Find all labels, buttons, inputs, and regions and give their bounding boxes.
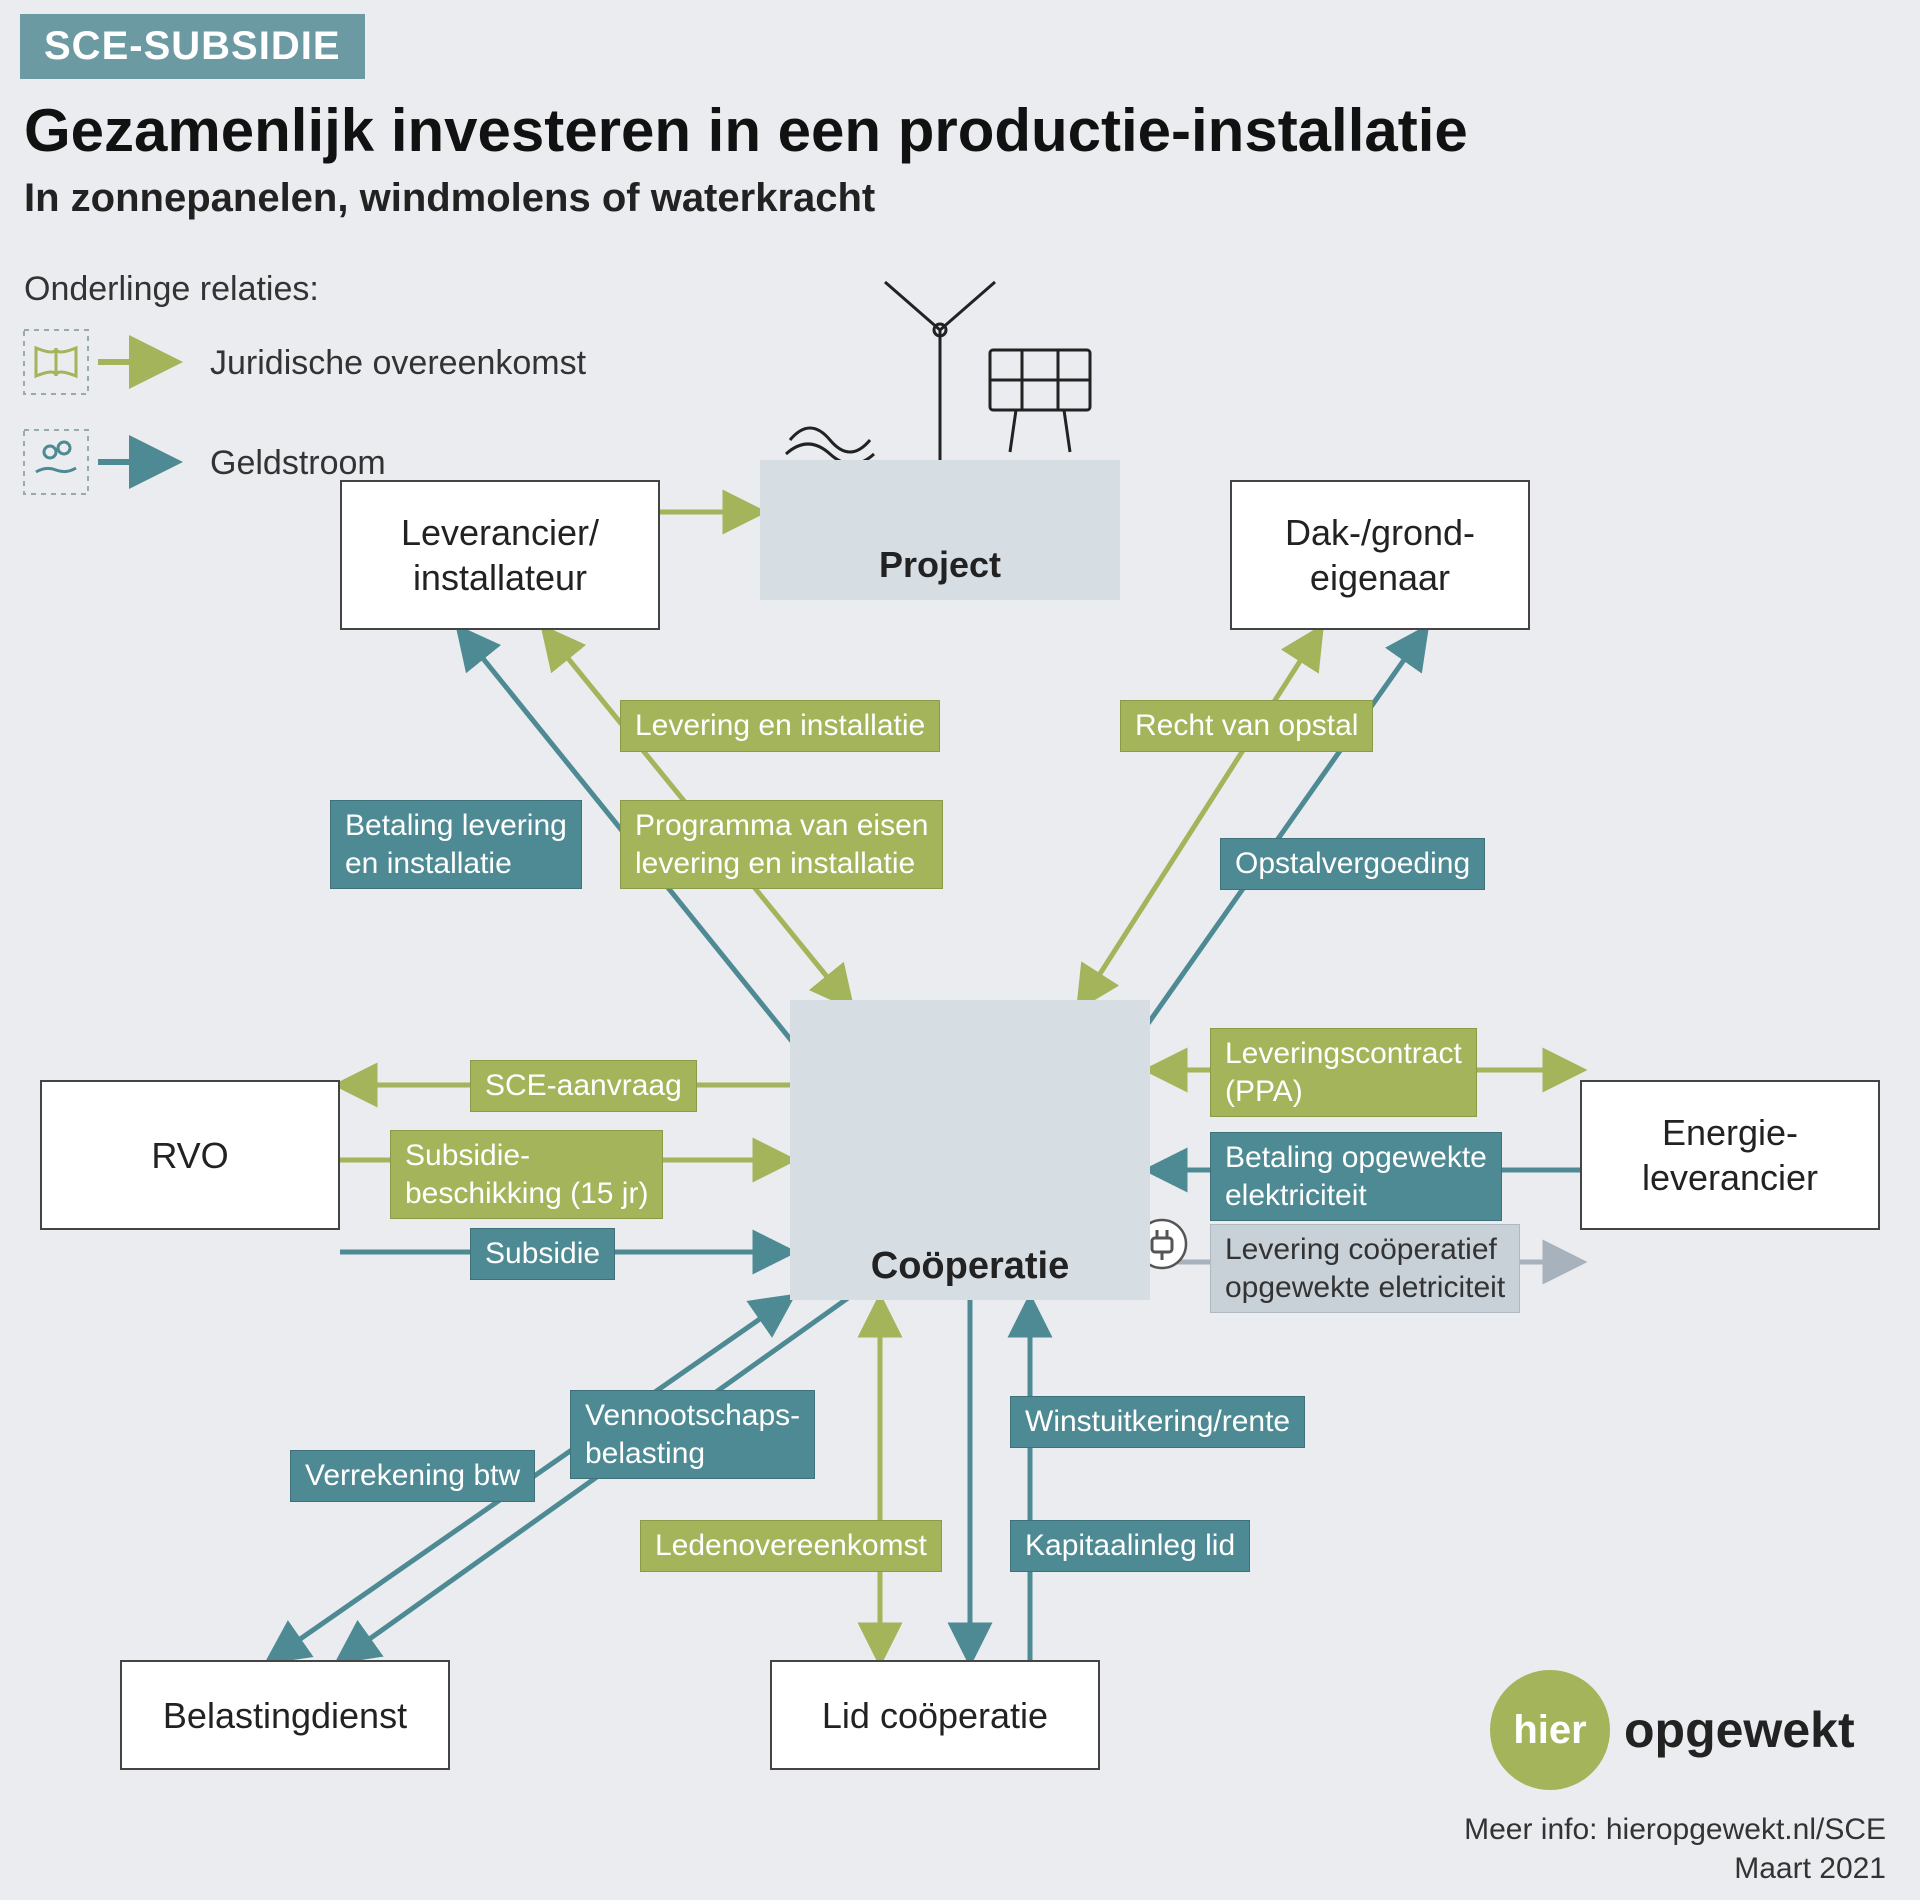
footer: Meer info: hieropgewekt.nl/SCE Maart 202… — [1464, 1810, 1886, 1888]
edge-recht_opstal — [1080, 630, 1320, 1005]
node-leverancier-label: Leverancier/ installateur — [401, 510, 599, 600]
page-subtitle: In zonnepanelen, windmolens of waterkrac… — [24, 176, 875, 221]
node-leverancier: Leverancier/ installateur — [340, 480, 660, 630]
edge-label-subsidie_besch: Subsidie- beschikking (15 jr) — [390, 1130, 663, 1219]
footer-line2: Maart 2021 — [1464, 1849, 1886, 1888]
node-cooperatie-label: Coöperatie — [871, 1245, 1069, 1288]
logo-word: opgewekt — [1624, 1701, 1855, 1759]
edge-label-betaling_lev: Betaling levering en installatie — [330, 800, 582, 889]
node-energie: Energie- leverancier — [1580, 1080, 1880, 1230]
legend-money-icon — [24, 430, 174, 494]
node-rvo-label: RVO — [151, 1133, 228, 1178]
edge-label-recht_opstal: Recht van opstal — [1120, 700, 1373, 752]
node-rvo: RVO — [40, 1080, 340, 1230]
edge-label-ppa: Leveringscontract (PPA) — [1210, 1028, 1477, 1117]
edge-label-verrek_btw: Verrekening btw — [290, 1450, 535, 1502]
project-icons — [786, 282, 1090, 464]
footer-line1: Meer info: hieropgewekt.nl/SCE — [1464, 1810, 1886, 1849]
edge-label-leden_over: Ledenovereenkomst — [640, 1520, 942, 1572]
banner: SCE-SUBSIDIE — [20, 14, 365, 79]
edge-label-venn_bel: Vennootschaps- belasting — [570, 1390, 815, 1479]
edge-label-subsidie: Subsidie — [470, 1228, 615, 1280]
edge-label-opstalverg: Opstalvergoeding — [1220, 838, 1485, 890]
edge-label-betaling_elek: Betaling opgewekte elektriciteit — [1210, 1132, 1502, 1221]
node-lid: Lid coöperatie — [770, 1660, 1100, 1770]
edge-label-kapitaal: Kapitaalinleg lid — [1010, 1520, 1250, 1572]
node-energie-label: Energie- leverancier — [1642, 1110, 1818, 1200]
edge-label-lev_coop: Levering coöperatief opgewekte eletricit… — [1210, 1224, 1520, 1313]
node-dak-label: Dak-/grond- eigenaar — [1285, 510, 1475, 600]
legend-legal-label: Juridische overeenkomst — [210, 344, 586, 383]
node-cooperatie: Coöperatie — [790, 1000, 1150, 1300]
node-lid-label: Lid coöperatie — [822, 1693, 1048, 1738]
edge-label-lev_install: Levering en installatie — [620, 700, 940, 752]
edge-label-sce_aanvraag: SCE-aanvraag — [470, 1060, 697, 1112]
page-title: Gezamenlijk investeren in een productie-… — [24, 96, 1468, 165]
legend-title: Onderlinge relaties: — [24, 270, 319, 309]
node-dak: Dak-/grond- eigenaar — [1230, 480, 1530, 630]
node-belasting: Belastingdienst — [120, 1660, 450, 1770]
node-project-label: Project — [879, 544, 1001, 586]
edge-label-prog_eisen: Programma van eisen levering en installa… — [620, 800, 943, 889]
logo-circle: hier — [1490, 1670, 1610, 1790]
legend-money-label: Geldstroom — [210, 444, 386, 483]
edge-label-winst: Winstuitkering/rente — [1010, 1396, 1305, 1448]
logo: hier opgewekt — [1490, 1670, 1855, 1790]
node-project: Project — [760, 460, 1120, 600]
edge-opstalverg — [1140, 630, 1425, 1035]
legend-legal-icon — [24, 330, 174, 394]
node-belasting-label: Belastingdienst — [163, 1693, 407, 1738]
